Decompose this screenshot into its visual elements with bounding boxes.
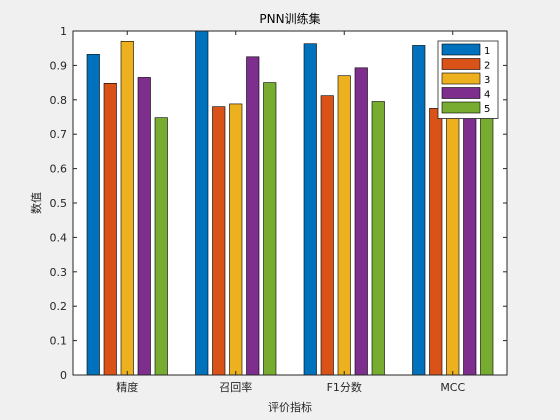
legend: 1 2 3 4 5 bbox=[437, 40, 499, 119]
bar-series-4-cat-3 bbox=[354, 67, 368, 376]
y-tick-label: 0.4 bbox=[50, 231, 68, 244]
y-tick-label: 0.2 bbox=[50, 300, 68, 313]
bar-series-3-cat-4 bbox=[446, 80, 460, 376]
x-axis-label: 评价指标 bbox=[268, 400, 312, 414]
y-axis-label: 数值 bbox=[30, 192, 43, 214]
legend-label-2: 2 bbox=[484, 61, 490, 72]
legend-label-5: 5 bbox=[484, 104, 490, 115]
bar-series-1-cat-3 bbox=[303, 43, 317, 376]
y-tick-label: 0.3 bbox=[50, 266, 68, 279]
bar-series-3-cat-1 bbox=[120, 41, 134, 376]
bar-series-1-cat-1 bbox=[86, 54, 100, 376]
y-tick-label: 0.6 bbox=[50, 163, 68, 176]
legend-label-1: 1 bbox=[484, 46, 490, 57]
x-tick-label: 精度 bbox=[116, 380, 138, 394]
bar-series-5-cat-4 bbox=[480, 99, 494, 376]
y-tick-label: 0.7 bbox=[50, 128, 68, 141]
x-tick-label: MCC bbox=[440, 381, 465, 394]
legend-swatch-4 bbox=[441, 87, 481, 99]
legend-label-4: 4 bbox=[484, 90, 490, 101]
bar-series-2-cat-4 bbox=[429, 108, 443, 376]
legend-swatch-3 bbox=[441, 72, 481, 85]
y-tick-label: 0.9 bbox=[50, 59, 68, 72]
bar-series-5-cat-3 bbox=[371, 101, 385, 376]
y-tick-label: 0 bbox=[60, 369, 67, 382]
bar-series-3-cat-2 bbox=[229, 103, 243, 376]
y-tick-label: 1 bbox=[60, 25, 67, 38]
bar-series-3-cat-3 bbox=[337, 75, 351, 376]
bar-series-2-cat-1 bbox=[103, 82, 117, 376]
legend-swatch-1 bbox=[441, 43, 481, 56]
legend-swatch-5 bbox=[441, 101, 481, 114]
y-ticks: 0 0.1 0.2 0.3 0.4 0.5 0.6 0.7 0.8 0.9 1 bbox=[50, 25, 507, 382]
legend-swatch-2 bbox=[441, 58, 481, 70]
bar-series-1-cat-2 bbox=[195, 30, 209, 376]
x-tick-label: F1分数 bbox=[327, 381, 362, 394]
chart-title: PNN训练集 bbox=[259, 11, 320, 26]
legend-label-3: 3 bbox=[484, 75, 490, 86]
axes-box bbox=[72, 30, 508, 376]
y-tick-label: 0.1 bbox=[50, 335, 68, 348]
bar-series-2-cat-3 bbox=[320, 95, 334, 376]
y-tick-label: 0.5 bbox=[50, 197, 68, 210]
bar-series-4-cat-2 bbox=[246, 56, 260, 376]
bar-series-4-cat-1 bbox=[137, 77, 151, 376]
bar-series-1-cat-4 bbox=[412, 45, 426, 376]
bars-group bbox=[86, 30, 494, 376]
bar-series-5-cat-1 bbox=[154, 117, 168, 376]
bar-series-5-cat-2 bbox=[263, 82, 277, 376]
bar-series-2-cat-2 bbox=[212, 106, 226, 376]
x-tick-label: 召回率 bbox=[219, 380, 252, 394]
y-tick-label: 0.8 bbox=[50, 94, 68, 107]
x-ticks: 精度 召回率 F1分数 MCC bbox=[116, 31, 465, 394]
